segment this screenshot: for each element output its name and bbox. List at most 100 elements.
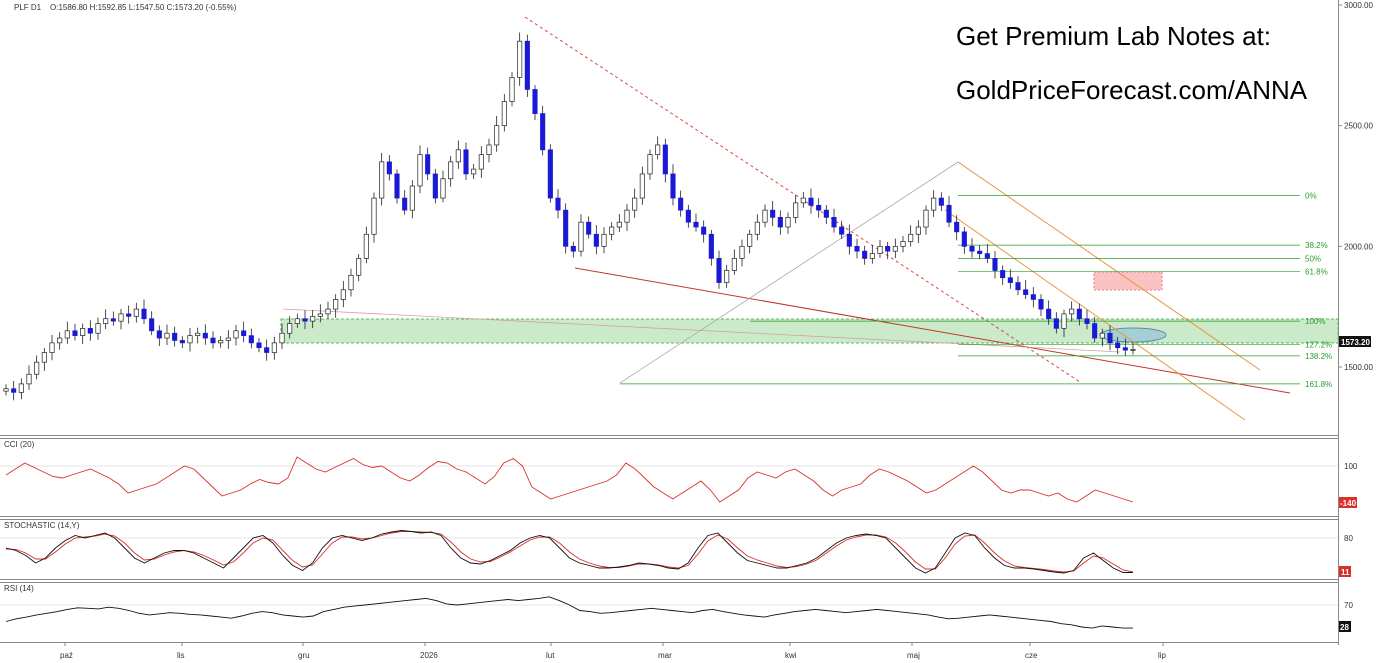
fib-label: 61.8% — [1305, 268, 1328, 277]
candle-body — [915, 226, 921, 235]
candle-body — [356, 258, 362, 276]
grey-rising-line — [619, 161, 959, 384]
candle-body — [639, 173, 645, 199]
channel-upper — [957, 161, 1261, 371]
time-axis-label: kwi — [785, 651, 797, 660]
candle-body — [578, 221, 584, 252]
cci-tag: -140 — [1339, 497, 1357, 508]
svg-text:11: 11 — [1341, 568, 1350, 577]
candle-body — [685, 209, 691, 223]
candle-body — [325, 308, 331, 315]
time-axis-label: lis — [177, 651, 185, 660]
candle-body — [432, 173, 438, 199]
candle-body — [95, 323, 101, 334]
price-candles — [3, 32, 1136, 401]
candle-body — [532, 89, 538, 114]
candle-body — [716, 258, 722, 283]
candle-body — [3, 388, 9, 392]
candle-body — [110, 318, 116, 322]
candle-body — [547, 149, 553, 199]
candle-body — [287, 323, 293, 334]
candle-body — [87, 328, 93, 334]
candle-body — [156, 330, 162, 339]
candle-body — [440, 178, 446, 199]
fib-label: 161.8% — [1305, 380, 1332, 389]
candle-body — [800, 197, 806, 204]
candle-body — [141, 308, 147, 320]
candle-body — [179, 340, 185, 344]
candle-body — [1115, 342, 1121, 349]
time-axis-label: maj — [907, 651, 920, 660]
svg-text:-140: -140 — [1340, 499, 1357, 508]
candle-body — [624, 209, 630, 223]
candle-body — [26, 373, 32, 385]
candle-body — [785, 217, 791, 228]
channel-lower — [944, 209, 1246, 421]
chart-symbol: PLF D1 — [14, 3, 42, 12]
chart-ohlc: O:1586.80 H:1592.85 L:1547.50 C:1573.20 … — [50, 3, 237, 12]
candle-body — [164, 332, 170, 339]
candle-body — [984, 253, 990, 259]
candle-body — [885, 245, 891, 252]
candle-body — [172, 332, 178, 341]
candle-body — [241, 330, 247, 336]
candle-body — [601, 233, 607, 247]
candle-body — [762, 209, 768, 223]
candle-body — [279, 332, 285, 344]
cci-line — [5, 456, 1134, 503]
candle-body — [57, 337, 63, 344]
candle-body — [831, 217, 837, 228]
candle-body — [333, 299, 339, 310]
candle-body — [425, 154, 431, 175]
candle-body — [931, 197, 937, 211]
rsi-tag: 28 — [1339, 621, 1351, 632]
candle-body — [317, 313, 323, 317]
resistance-zone — [1093, 271, 1163, 291]
time-axis-label: mar — [658, 651, 672, 660]
candle-body — [747, 233, 753, 247]
candle-body — [72, 330, 78, 336]
candle-body — [340, 289, 346, 300]
cci-title: CCI (20) — [4, 440, 35, 449]
candle-body — [563, 209, 569, 247]
price-tag: 1573.20 — [1339, 336, 1371, 347]
candle-body — [777, 217, 783, 228]
candle-body — [494, 125, 500, 146]
candle-body — [501, 101, 507, 127]
candle-body — [233, 330, 239, 339]
candle-body — [210, 337, 216, 344]
candle-body — [386, 161, 392, 175]
candle-body — [64, 330, 70, 339]
candle-body — [195, 332, 201, 336]
candle-body — [41, 352, 47, 363]
candle-body — [202, 332, 208, 339]
candle-body — [371, 197, 377, 235]
candle-body — [754, 221, 760, 235]
candle-body — [808, 197, 814, 206]
time-axis-label: 2026 — [420, 651, 438, 660]
candle-body — [862, 250, 868, 259]
candle-body — [586, 221, 592, 235]
candle-body — [1046, 308, 1052, 320]
stochastic-d-line — [5, 531, 1134, 573]
candle-body — [348, 274, 354, 291]
candle-body — [478, 154, 484, 170]
svg-text:28: 28 — [1340, 623, 1349, 632]
candle-body — [1000, 270, 1006, 279]
candle-body — [616, 221, 622, 228]
candle-body — [471, 168, 477, 175]
candle-body — [555, 197, 561, 211]
candle-body — [877, 245, 883, 254]
price-axis-label: 2500.00 — [1344, 122, 1373, 131]
time-axis-label: lip — [1158, 651, 1167, 660]
candle-body — [655, 144, 661, 155]
candle-body — [133, 308, 139, 317]
candle-body — [417, 154, 423, 187]
time-axis: paź lis gru 2026 lut mar kwi maj cze lip — [60, 642, 1167, 660]
candle-body — [394, 173, 400, 199]
candle-body — [302, 318, 308, 322]
svg-text:1573.20: 1573.20 — [1341, 338, 1370, 347]
candle-body — [379, 161, 385, 199]
time-axis-label: lut — [546, 651, 555, 660]
time-axis-label: cze — [1025, 651, 1038, 660]
